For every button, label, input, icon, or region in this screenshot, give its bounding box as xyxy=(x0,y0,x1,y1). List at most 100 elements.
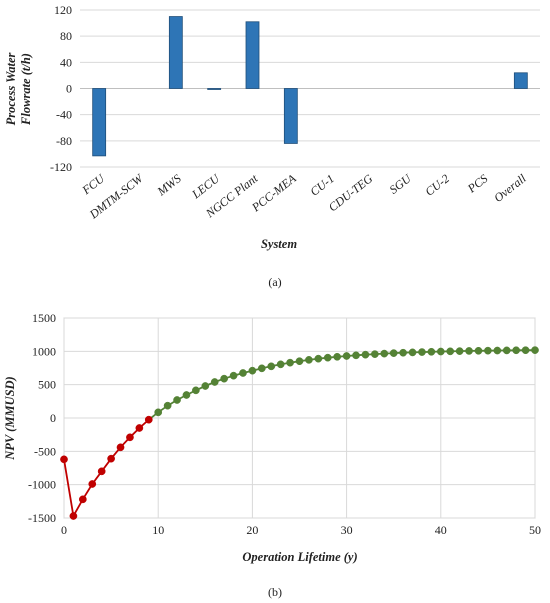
npv-chart-y-tick-label: 1500 xyxy=(32,311,56,325)
bar-chart-category-label: FCU xyxy=(79,171,108,198)
npv-chart-x-axis-title: Operation Lifetime (y) xyxy=(242,550,357,564)
npv-point xyxy=(276,360,285,369)
npv-point xyxy=(257,364,266,373)
npv-point xyxy=(399,348,407,357)
npv-point xyxy=(512,346,521,355)
npv-point xyxy=(201,382,210,390)
npv-point xyxy=(116,443,125,452)
npv-chart-y-tick-label: -1500 xyxy=(28,511,56,525)
bar-chart-category-label: PCS xyxy=(464,171,490,196)
npv-point xyxy=(135,424,144,432)
npv-point xyxy=(465,347,473,355)
npv-point xyxy=(323,353,332,362)
npv-point xyxy=(493,346,502,355)
npv-point xyxy=(173,396,181,404)
npv-point xyxy=(427,347,436,356)
bar-chart-y-tick-label: 40 xyxy=(60,55,72,69)
npv-point xyxy=(286,358,294,367)
npv-point xyxy=(154,408,163,417)
npv-point xyxy=(474,346,483,355)
npv-chart-y-tick-label: 0 xyxy=(50,411,56,425)
npv-point xyxy=(144,415,153,424)
npv-chart-panel: 1500 1000 500 0 -500 -1000 -1500 0 10 20 30 40 50 N… xyxy=(3,311,541,599)
npv-point xyxy=(502,346,511,355)
bar-chart-gridlines xyxy=(80,9,540,168)
npv-chart-x-tick-label: 30 xyxy=(341,523,353,537)
npv-chart-series xyxy=(60,346,539,520)
bar-chart-bars xyxy=(92,16,528,157)
npv-point xyxy=(408,348,417,357)
npv-point xyxy=(436,347,445,356)
bar-chart-y-axis-title-line1: Process Water xyxy=(4,52,18,125)
npv-chart-x-tick-label: 10 xyxy=(152,523,164,537)
bar-pcc-mea xyxy=(283,88,298,144)
npv-chart-x-tick-label: 40 xyxy=(435,523,447,537)
npv-point xyxy=(380,349,389,358)
bar-chart-y-axis-title-line2: Flowrate (t/h) xyxy=(19,53,33,126)
npv-point xyxy=(521,346,530,355)
npv-point xyxy=(97,467,106,476)
npv-point xyxy=(484,346,492,355)
bar-chart-y-tick-label: -40 xyxy=(56,108,72,122)
npv-point xyxy=(78,495,87,504)
npv-point xyxy=(182,391,191,399)
bar-chart-y-tick-label: 120 xyxy=(54,3,72,17)
npv-point xyxy=(220,374,228,383)
npv-chart-y-tick-label: -1000 xyxy=(28,478,56,492)
bar-chart-caption: (a) xyxy=(268,275,281,289)
npv-point xyxy=(229,371,238,380)
bar-chart-category-label: CU-2 xyxy=(422,171,452,198)
bar-chart-category-label: MWS xyxy=(154,171,184,199)
npv-point xyxy=(192,386,200,395)
bar-chart-category-label: Overall xyxy=(491,171,529,205)
bar-mws xyxy=(168,16,183,89)
bar-overall xyxy=(513,72,528,89)
npv-point xyxy=(210,378,219,386)
npv-point xyxy=(60,455,68,464)
npv-point xyxy=(107,454,115,463)
npv-series-line-0 xyxy=(63,419,150,519)
npv-chart-y-tick-label: -500 xyxy=(34,444,56,458)
npv-point xyxy=(455,347,464,355)
npv-point xyxy=(248,366,257,375)
npv-point xyxy=(163,401,172,410)
bar-chart-y-tick-label: 0 xyxy=(66,82,72,96)
npv-point xyxy=(314,354,323,363)
npv-chart-x-tick-label: 20 xyxy=(246,523,258,537)
bar-chart-y-ticks: 120 80 40 0 -40 -80 -120 xyxy=(50,3,72,174)
bar-lecu xyxy=(207,88,222,90)
bar-ngcc-plant xyxy=(245,21,260,89)
bar-chart-category-label: SGU xyxy=(387,171,415,197)
npv-point xyxy=(418,348,426,356)
bar-chart-x-axis-title: System xyxy=(261,237,297,251)
npv-point xyxy=(371,350,379,358)
npv-chart-y-tick-label: 500 xyxy=(38,378,56,392)
bar-chart-category-label: CU-1 xyxy=(307,171,337,198)
npv-chart-x-tick-label: 50 xyxy=(529,523,541,537)
npv-chart-gridlines xyxy=(63,317,536,519)
npv-point xyxy=(126,433,134,442)
npv-point xyxy=(352,351,360,360)
bar-chart-y-tick-label: -120 xyxy=(50,160,72,174)
npv-point xyxy=(361,350,370,359)
npv-point xyxy=(305,356,313,364)
npv-point xyxy=(333,352,342,361)
npv-point xyxy=(267,362,276,371)
bar-chart-y-tick-label: 80 xyxy=(60,29,72,43)
npv-point xyxy=(389,349,398,357)
npv-point xyxy=(446,347,455,356)
npv-point xyxy=(88,480,97,488)
npv-chart-y-ticks: 1500 1000 500 0 -500 -1000 -1500 xyxy=(28,311,56,525)
bar-chart-y-tick-label: -80 xyxy=(56,134,72,148)
npv-chart-caption: (b) xyxy=(268,585,282,599)
npv-point xyxy=(239,369,247,377)
npv-chart-y-tick-label: 1000 xyxy=(32,344,56,358)
npv-chart-x-tick-label: 0 xyxy=(61,523,67,537)
npv-chart-y-axis-title: NPV (MMUSD) xyxy=(3,376,17,460)
npv-point xyxy=(531,346,539,354)
npv-point xyxy=(295,357,304,366)
npv-chart-x-ticks: 0 10 20 30 40 50 xyxy=(61,523,541,537)
